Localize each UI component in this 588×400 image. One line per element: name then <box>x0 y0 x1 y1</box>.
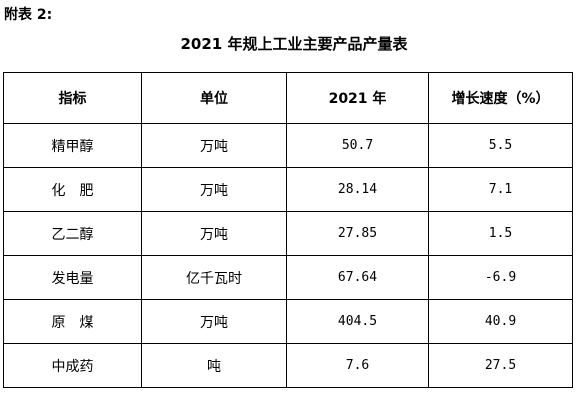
row-unit: 万吨 <box>141 211 287 256</box>
row-value: 67.64 <box>286 255 429 300</box>
row-growth: 40.9 <box>428 299 573 344</box>
row-indicator: 中成药 <box>3 343 142 388</box>
row-value: 50.7 <box>286 123 429 168</box>
row-unit: 万吨 <box>141 167 287 212</box>
row-indicator: 化 肥 <box>3 167 142 212</box>
table-row: 精甲醇 万吨 50.7 5.5 <box>3 123 573 168</box>
row-indicator: 原 煤 <box>3 299 142 344</box>
row-value: 27.85 <box>286 211 429 256</box>
row-unit: 吨 <box>141 343 287 388</box>
row-growth: 5.5 <box>428 123 573 168</box>
table-row: 中成药 吨 7.6 27.5 <box>3 343 573 388</box>
row-growth: 7.1 <box>428 167 573 212</box>
table-row: 原 煤 万吨 404.5 40.9 <box>3 299 573 344</box>
table-row: 乙二醇 万吨 27.85 1.5 <box>3 211 573 256</box>
appendix-label: 附表 2: <box>4 7 53 23</box>
header-indicator: 指标 <box>3 72 142 124</box>
header-growth-rate: 增长速度（%） <box>428 72 573 124</box>
table-row: 化 肥 万吨 28.14 7.1 <box>3 167 573 212</box>
production-table-container: 指标 单位 2021 年 增长速度（%） 精甲醇 万吨 50.7 5.5 化 肥… <box>3 72 573 388</box>
row-unit: 亿千瓦时 <box>141 255 287 300</box>
row-growth: -6.9 <box>428 255 573 300</box>
row-unit: 万吨 <box>141 299 287 344</box>
row-value: 28.14 <box>286 167 429 212</box>
table-header-row: 指标 单位 2021 年 增长速度（%） <box>3 72 573 124</box>
table-row: 发电量 亿千瓦时 67.64 -6.9 <box>3 255 573 300</box>
row-value: 404.5 <box>286 299 429 344</box>
header-unit: 单位 <box>141 72 287 124</box>
row-unit: 万吨 <box>141 123 287 168</box>
production-table: 指标 单位 2021 年 增长速度（%） 精甲醇 万吨 50.7 5.5 化 肥… <box>3 72 573 388</box>
row-indicator: 发电量 <box>3 255 142 300</box>
row-growth: 1.5 <box>428 211 573 256</box>
row-growth: 27.5 <box>428 343 573 388</box>
row-value: 7.6 <box>286 343 429 388</box>
header-year-2021: 2021 年 <box>286 72 429 124</box>
table-title: 2021 年规上工业主要产品产量表 <box>180 35 408 53</box>
row-indicator: 乙二醇 <box>3 211 142 256</box>
row-indicator: 精甲醇 <box>3 123 142 168</box>
